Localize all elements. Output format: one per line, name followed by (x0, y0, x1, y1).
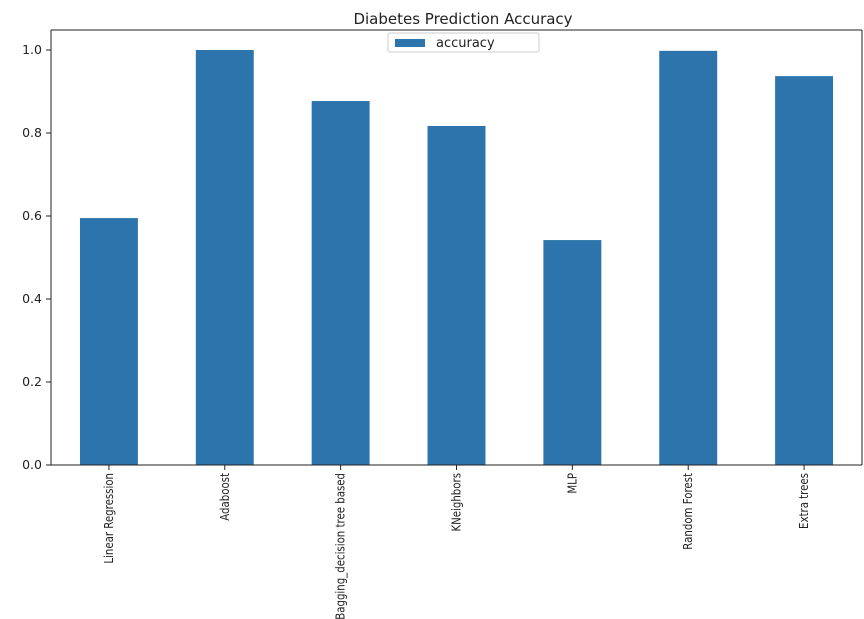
legend-swatch (395, 39, 425, 47)
legend: accuracy (387, 32, 540, 53)
y-tick-label: 0.0 (22, 457, 42, 472)
axes-group (50, 29, 863, 466)
bar-random-forest (659, 50, 718, 466)
x-tick-label: Linear Regression (102, 473, 116, 564)
bar-extra-trees (775, 76, 834, 466)
x-tick-label: Adaboost (218, 472, 232, 520)
bar-mlp (543, 240, 602, 465)
bar-adaboost (195, 50, 254, 465)
y-tick-label: 0.4 (22, 291, 42, 306)
chart-title: Diabetes Prediction Accuracy (353, 10, 572, 28)
legend-label: accuracy (436, 36, 495, 51)
x-tick-label: Random Forest (681, 472, 695, 549)
bar-linear-regression (79, 218, 138, 465)
x-tick-label: Bagging_decision tree based (334, 473, 348, 619)
x-tick-label: Extra trees (797, 473, 811, 529)
plot-area: 0.0 0.2 0.4 0.6 0.8 1.0 Linear Regression Adab… (22, 29, 863, 619)
bars-group (79, 50, 834, 466)
legend-box (387, 32, 540, 53)
y-tick-label: 0.8 (22, 125, 42, 140)
y-ticks-group: 0.0 0.2 0.4 0.6 0.8 1.0 (22, 42, 51, 472)
bar-bagging-decision-tree-based (311, 101, 370, 466)
bar-kneighbors (427, 125, 486, 465)
x-tick-label: MLP (566, 473, 580, 494)
y-tick-label: 0.2 (22, 374, 42, 389)
x-tick-label: KNeighbors (450, 473, 464, 532)
x-ticks-group: Linear Regression Adaboost Bagging_decisio… (102, 465, 811, 619)
y-tick-label: 1.0 (22, 42, 42, 57)
y-tick-label: 0.6 (22, 208, 42, 223)
